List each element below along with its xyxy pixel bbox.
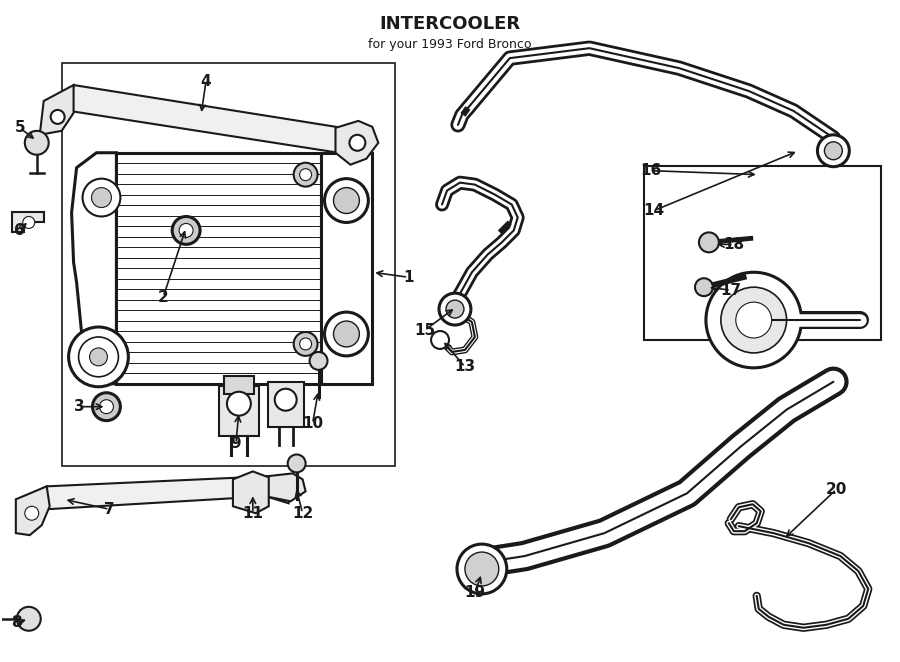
Circle shape xyxy=(227,392,251,416)
Circle shape xyxy=(736,302,771,338)
Text: 9: 9 xyxy=(230,436,241,451)
Circle shape xyxy=(699,232,719,252)
Text: 18: 18 xyxy=(724,237,744,252)
Bar xyxy=(644,166,881,340)
Text: for your 1993 Ford Bronco: for your 1993 Ford Bronco xyxy=(368,38,532,51)
Circle shape xyxy=(22,216,35,228)
Circle shape xyxy=(310,352,328,370)
Bar xyxy=(61,63,395,467)
Polygon shape xyxy=(12,213,44,232)
Circle shape xyxy=(172,216,200,244)
Circle shape xyxy=(446,300,464,318)
Circle shape xyxy=(288,455,306,473)
Text: 20: 20 xyxy=(825,482,847,497)
Circle shape xyxy=(83,179,121,216)
Polygon shape xyxy=(336,121,378,165)
Circle shape xyxy=(293,163,318,187)
Text: 4: 4 xyxy=(201,73,212,89)
Text: 5: 5 xyxy=(14,120,25,135)
Circle shape xyxy=(274,389,297,410)
Polygon shape xyxy=(16,487,50,535)
Circle shape xyxy=(325,312,368,356)
Circle shape xyxy=(817,135,850,167)
Text: 2: 2 xyxy=(158,290,168,305)
Circle shape xyxy=(721,287,787,353)
Circle shape xyxy=(17,607,40,631)
Polygon shape xyxy=(233,471,269,513)
Polygon shape xyxy=(72,153,116,384)
Text: 10: 10 xyxy=(302,416,323,431)
Circle shape xyxy=(325,179,368,222)
Circle shape xyxy=(695,278,713,296)
Text: 19: 19 xyxy=(464,585,485,600)
Bar xyxy=(219,386,259,436)
Text: 1: 1 xyxy=(403,269,413,285)
Text: 7: 7 xyxy=(104,502,114,517)
Circle shape xyxy=(293,332,318,356)
Circle shape xyxy=(439,293,471,325)
Circle shape xyxy=(300,338,311,350)
Circle shape xyxy=(431,331,449,349)
Text: 6: 6 xyxy=(14,223,25,238)
Circle shape xyxy=(465,552,499,586)
Polygon shape xyxy=(22,477,291,519)
Bar xyxy=(268,382,303,426)
Circle shape xyxy=(93,393,121,420)
Circle shape xyxy=(334,321,359,347)
Text: INTERCOOLER: INTERCOOLER xyxy=(380,15,520,33)
Circle shape xyxy=(50,110,65,124)
Circle shape xyxy=(457,544,507,594)
Polygon shape xyxy=(40,85,74,135)
Circle shape xyxy=(25,506,39,520)
Circle shape xyxy=(100,400,113,414)
Bar xyxy=(116,153,320,384)
Text: 17: 17 xyxy=(720,283,742,298)
Text: 11: 11 xyxy=(242,506,264,521)
Bar xyxy=(224,376,254,394)
Circle shape xyxy=(68,327,129,387)
Text: 16: 16 xyxy=(641,163,662,178)
Circle shape xyxy=(25,131,49,155)
Circle shape xyxy=(334,187,359,214)
Text: 12: 12 xyxy=(292,506,313,521)
Circle shape xyxy=(89,348,107,366)
Bar xyxy=(320,153,373,384)
Text: 3: 3 xyxy=(74,399,85,414)
Polygon shape xyxy=(69,85,343,153)
Text: 13: 13 xyxy=(454,359,475,374)
Text: 14: 14 xyxy=(644,203,665,218)
Circle shape xyxy=(824,142,842,160)
Polygon shape xyxy=(266,473,306,501)
Circle shape xyxy=(179,224,194,238)
Text: 15: 15 xyxy=(415,322,436,338)
Circle shape xyxy=(92,187,112,207)
Circle shape xyxy=(300,169,311,181)
Text: 8: 8 xyxy=(12,615,22,630)
Circle shape xyxy=(706,272,802,368)
Circle shape xyxy=(78,337,119,377)
Circle shape xyxy=(349,135,365,151)
